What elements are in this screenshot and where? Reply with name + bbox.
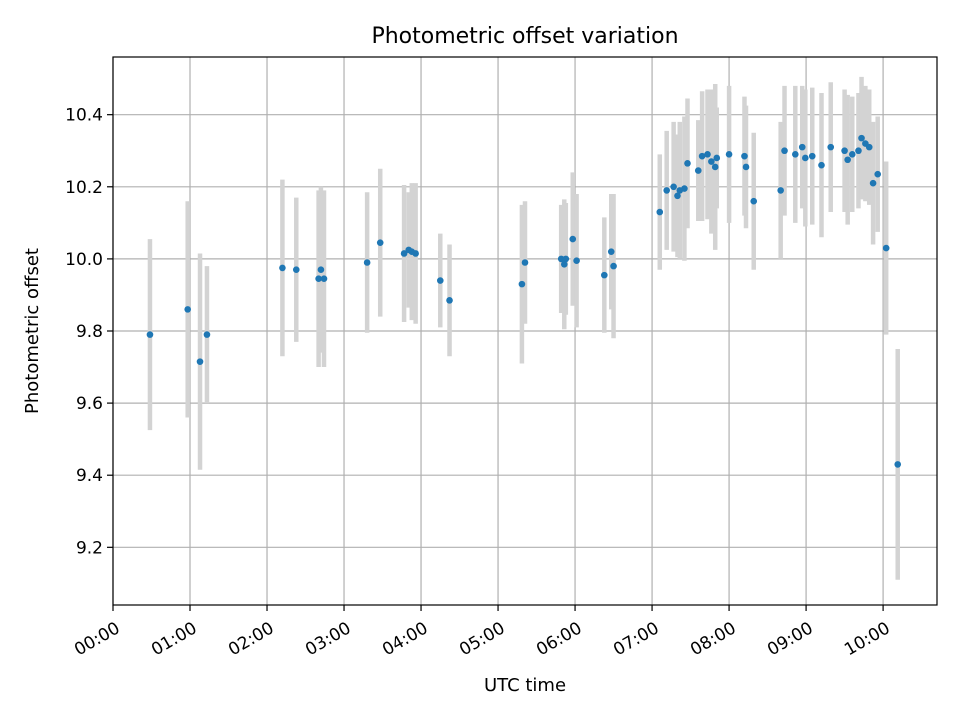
x-axis-label: UTC time <box>484 675 566 696</box>
data-point <box>400 250 408 257</box>
data-point <box>521 259 529 266</box>
data-point <box>607 248 615 255</box>
data-point <box>694 167 702 174</box>
data-point <box>203 331 211 338</box>
data-point <box>818 161 825 169</box>
x-tick-label: 08:00 <box>687 618 739 660</box>
data-point <box>874 170 882 178</box>
x-tick-label: 03:00 <box>302 618 354 660</box>
data-point <box>855 147 862 155</box>
x-tick-label: 04:00 <box>379 618 431 660</box>
y-tick-label: 9.8 <box>76 322 103 342</box>
data-point <box>711 163 719 171</box>
x-tick-label: 09:00 <box>764 618 816 660</box>
data-layer <box>146 76 902 580</box>
x-tick-label: 10:00 <box>841 618 893 660</box>
data-point <box>363 259 371 266</box>
data-point <box>412 250 419 257</box>
data-point <box>848 151 856 158</box>
data-point <box>315 275 322 283</box>
data-point <box>184 306 191 313</box>
y-tick-label: 9.6 <box>76 394 103 414</box>
data-point <box>841 147 848 155</box>
data-point <box>656 208 664 216</box>
y-tick-label: 10.0 <box>65 250 103 270</box>
data-point <box>681 185 688 192</box>
data-point <box>742 163 750 171</box>
data-point <box>725 151 733 158</box>
data-point <box>196 358 204 365</box>
data-point <box>557 255 565 263</box>
data-point <box>865 143 873 151</box>
data-point <box>781 147 788 155</box>
x-tick-label: 06:00 <box>533 618 585 660</box>
data-point <box>777 187 784 194</box>
data-point <box>146 331 154 338</box>
data-point <box>610 262 617 270</box>
x-tick-label: 02:00 <box>225 618 277 660</box>
data-point <box>292 266 300 274</box>
data-point <box>376 239 384 246</box>
data-point <box>446 297 453 304</box>
data-point <box>670 183 677 191</box>
y-tick-label: 9.4 <box>76 466 103 486</box>
data-point <box>320 275 328 283</box>
data-point <box>708 158 715 165</box>
data-point <box>894 461 902 468</box>
data-point <box>601 271 608 279</box>
x-tick-label: 01:00 <box>148 618 200 660</box>
data-point <box>573 257 580 264</box>
x-tick-label: 07:00 <box>610 618 662 660</box>
data-point <box>844 156 851 164</box>
data-point <box>827 143 835 151</box>
data-point <box>663 187 670 194</box>
data-point <box>518 280 526 288</box>
y-tick-label: 10.2 <box>65 178 103 198</box>
data-point <box>869 179 877 187</box>
data-point <box>317 266 325 274</box>
data-point <box>436 277 444 284</box>
data-point <box>882 244 890 252</box>
data-point <box>741 152 748 160</box>
data-point <box>562 255 570 263</box>
data-point <box>560 261 568 268</box>
data-point <box>792 151 799 158</box>
data-point <box>750 197 758 205</box>
x-tick-label: 00:00 <box>71 618 123 660</box>
data-point <box>713 154 721 162</box>
data-point <box>698 152 706 160</box>
data-point <box>808 152 816 160</box>
data-point <box>798 143 806 151</box>
chart-title: Photometric offset variation <box>371 24 678 49</box>
data-point <box>674 192 681 200</box>
y-tick-label: 10.4 <box>65 106 103 126</box>
y-axis-label: Photometric offset <box>22 248 43 414</box>
data-point <box>569 235 577 243</box>
data-point <box>684 160 691 167</box>
y-tick-label: 9.2 <box>76 538 103 558</box>
data-point <box>858 134 865 142</box>
data-point <box>704 151 711 158</box>
data-point <box>279 264 286 272</box>
grid <box>112 57 937 605</box>
data-point <box>802 154 809 162</box>
x-tick-label: 05:00 <box>456 618 508 660</box>
